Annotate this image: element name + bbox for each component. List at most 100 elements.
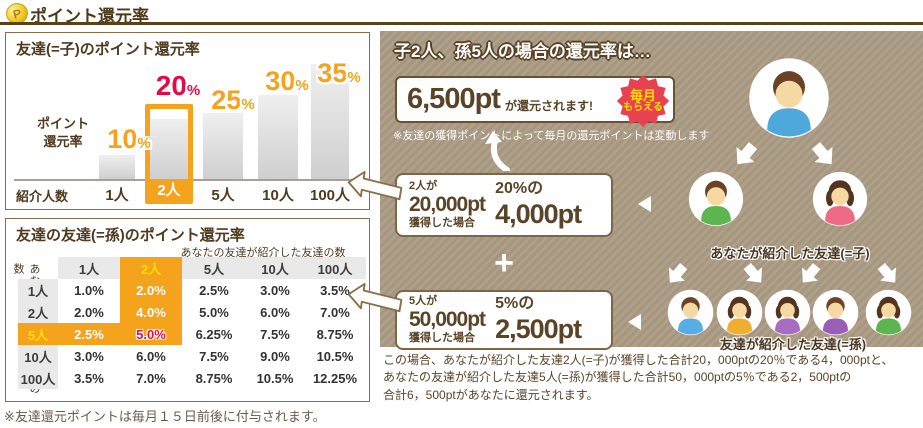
bar-1nin — [99, 155, 135, 179]
bar-value-20pct: 20% — [156, 72, 201, 100]
person-icon — [865, 289, 912, 336]
cell: 7.0% — [320, 304, 350, 320]
row-header-1nin: 1人 — [18, 279, 58, 301]
cell: 3.5% — [320, 282, 350, 298]
arrow-down-icon — [871, 257, 905, 291]
calc1-condition: 2人が 20,000pt 獲得した場合 — [409, 180, 486, 230]
calc1-amount: 20,000pt — [409, 192, 486, 216]
cell: 6.0% — [136, 348, 166, 364]
badge-line2: もらえる — [623, 101, 663, 113]
bar-value-10-unit: % — [137, 135, 151, 152]
col-header-100nin: 100人 — [304, 257, 366, 279]
cell: 6.0% — [260, 304, 290, 320]
cell: 3.0% — [74, 348, 104, 364]
bar-value-10-num: 10 — [107, 124, 138, 154]
bar-value-25-unit: % — [241, 96, 255, 113]
plus-sign: + — [494, 244, 514, 282]
x-tick-10nin: 10人 — [262, 187, 294, 204]
arrow-down-icon — [737, 257, 771, 291]
cell-highlighted: 2.5% — [58, 323, 120, 345]
table-header-row: 1人 2人 5人 10人 100人 — [18, 257, 366, 279]
bar-value-25pct: 25% — [211, 87, 254, 114]
person-icon — [688, 171, 744, 227]
cell: 2.5% — [199, 282, 229, 298]
bar-value-30pct: 30% — [265, 68, 308, 95]
row-header-100nin: 100人 — [18, 367, 58, 389]
avatar-grandchild-1 — [667, 289, 714, 336]
header-divider — [0, 22, 923, 25]
bar-2nin — [150, 119, 188, 179]
cell: 8.75% — [195, 370, 233, 386]
bar-value-30-unit: % — [295, 77, 309, 94]
avatar-grandchild-5 — [865, 289, 912, 336]
cell-intersection-highlighted: 5.0% — [120, 323, 182, 345]
example-panel: 子2人、孫5人の場合の還元率は… 6,500pt が還元されます! 毎月 もらえ… — [380, 31, 923, 352]
sketch-arrow-to-table-icon — [346, 282, 404, 314]
avatar-you — [748, 57, 830, 139]
example-description: この場合、あなたが紹介した友達2人(=子)が獲得した合計20，000ptの20％… — [383, 352, 917, 404]
bar-value-20-unit: % — [186, 82, 201, 99]
person-icon — [716, 289, 763, 336]
y-axis-label: ポイント 還元率 — [26, 115, 100, 150]
column-group-label: あなたの友達が紹介した友達の数 — [180, 247, 346, 259]
person-icon — [812, 171, 868, 227]
variation-note: ※友達の獲得ポイントによって毎月の還元ポイントは変動します — [393, 130, 710, 142]
cell: 7.5% — [199, 348, 229, 364]
bar-100nin — [311, 64, 349, 179]
calc2-who: 5人が — [409, 295, 438, 308]
col-header-10nin: 10人 — [246, 257, 304, 279]
cell: 1.0% — [74, 282, 104, 298]
table-row: 5人 2.5% 5.0% 6.25% 7.5% 8.75% — [18, 323, 366, 345]
badge-line1: 毎月 — [629, 87, 656, 103]
table-row: 1人 1.0% 2.0% 2.5% 3.0% 3.5% — [18, 279, 366, 301]
x-tick-1nin: 1人 — [105, 187, 129, 204]
bar-value-30-num: 30 — [265, 66, 296, 96]
bar-value-35-unit: % — [347, 69, 361, 86]
avatar-grandchild-3 — [764, 289, 811, 336]
result-value: 6,500pt — [407, 83, 501, 115]
description-line-1: この場合、あなたが紹介した友達2人(=子)が獲得した合計20，000ptの20％… — [383, 353, 894, 367]
calc1-result: 20%の 4,000pt — [495, 180, 582, 230]
arrow-down-icon — [793, 257, 827, 291]
bar-5nin — [203, 113, 243, 179]
bar-10nin — [258, 95, 298, 179]
sketch-arrow-to-chart-icon — [346, 170, 404, 202]
col-header-5nin: 5人 — [182, 257, 246, 279]
cell: 3.5% — [74, 370, 104, 386]
cell: 5.0% — [199, 304, 229, 320]
x-axis-caption: 紹介人数 — [16, 189, 69, 204]
calc1-rate: 20%の — [495, 180, 544, 198]
x-tick-100nin: 100人 — [309, 187, 351, 204]
calc1-who: 2人が — [409, 180, 438, 193]
calc2-cond: 獲得した場合 — [409, 332, 475, 345]
row-header-5nin-highlighted: 5人 — [18, 323, 58, 345]
table-row: 2人 2.0% 4.0% 5.0% 6.0% 7.0% — [18, 301, 366, 323]
avatar-grandchild-2 — [716, 289, 763, 336]
bar-value-35-num: 35 — [317, 58, 348, 88]
monthly-badge-text: 毎月 もらえる — [616, 74, 670, 128]
cell: 7.5% — [260, 326, 290, 342]
row-header-10nin: 10人 — [18, 345, 58, 367]
page-title: ポイント還元率 — [30, 7, 149, 26]
result-box: 6,500pt が還元されます! 毎月 もらえる — [395, 76, 675, 123]
referral-rate-table: 1人 2人 5人 10人 100人 1人 1.0% 2.0% 2.5% 3.0%… — [18, 257, 366, 389]
result-suffix: が還元されます! — [504, 99, 593, 113]
example-panel-title: 子2人、孫5人の場合の還元率は… — [394, 42, 651, 61]
person-icon — [667, 289, 714, 336]
cell: 10.5% — [316, 348, 354, 364]
arrow-down-icon — [660, 257, 694, 291]
grandchild-rate-table-box: 友達の友達(=孫)のポイント還元率 あなたの友達が紹介した友達の数 あなたが紹介… — [5, 218, 370, 402]
cell: 2.0% — [74, 304, 104, 320]
description-line-2: あなたの友達が紹介した友達5人(=孫)が獲得した合計50，000ptの5％である… — [383, 370, 852, 385]
x-tick-5nin: 5人 — [211, 187, 235, 204]
triangle-left-icon — [628, 314, 641, 330]
arrow-down-icon — [726, 135, 764, 173]
person-icon — [812, 289, 859, 336]
grandchildren-label: 友達が紹介した友達(=孫) — [719, 337, 867, 352]
person-icon — [748, 57, 830, 139]
col-header-1nin: 1人 — [58, 257, 120, 279]
cell: 10.5% — [256, 370, 294, 386]
avatar-child-1 — [688, 171, 744, 227]
table-row: 10人 3.0% 6.0% 7.5% 9.0% 10.5% — [18, 345, 366, 367]
